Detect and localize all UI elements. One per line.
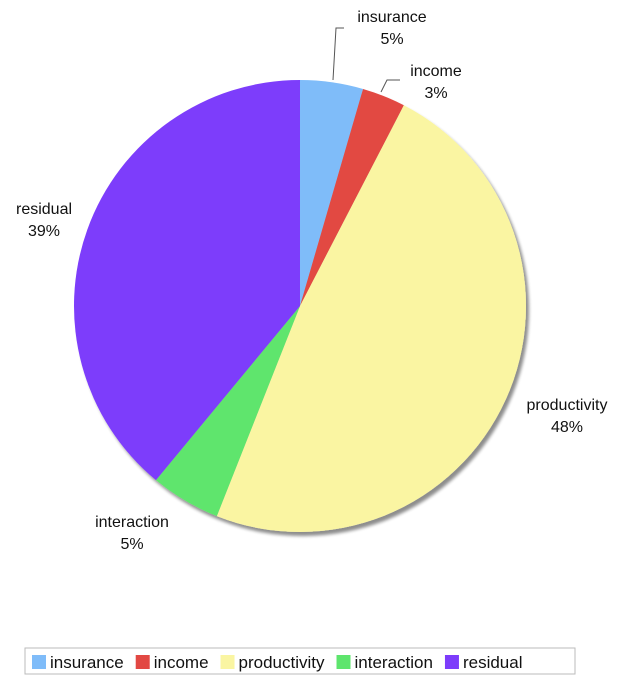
pie-slice-interaction	[155, 306, 300, 517]
legend: insurance income productivity interaction re…	[32, 653, 523, 672]
legend-swatch-interaction	[336, 655, 351, 669]
legend-label-insurance: insurance	[50, 653, 124, 672]
legend-swatch-insurance	[32, 655, 46, 669]
slice-label-name-residual: residual	[16, 201, 72, 218]
slice-label-percent-interaction: 5%	[120, 536, 143, 553]
slice-label-name-insurance: insurance	[357, 9, 426, 26]
legend-box	[24, 647, 576, 675]
legend-label-interaction: interaction	[355, 653, 433, 672]
legend-label-income: income	[154, 653, 209, 672]
legend-swatch-income	[135, 655, 150, 669]
pie-slice-productivity	[216, 105, 526, 532]
legend-label-productivity: productivity	[239, 653, 325, 672]
legend-swatch-productivity	[220, 655, 235, 669]
legend-label-residual: residual	[463, 653, 523, 672]
pie-slice-insurance	[300, 80, 364, 306]
slice-label-percent-residual: 39%	[28, 223, 60, 240]
slice-label-percent-productivity: 48%	[551, 419, 583, 436]
slice-labels: insurance 5% income 3% productivity 48% intera…	[16, 9, 607, 553]
pie-slices	[74, 79, 526, 532]
slice-label-name-interaction: interaction	[95, 514, 169, 531]
leader-lines	[332, 27, 400, 93]
pie-slice-income	[300, 88, 404, 306]
slice-label-percent-income: 3%	[424, 85, 447, 102]
leader-line-insurance	[332, 27, 344, 81]
slice-label-percent-insurance: 5%	[380, 31, 403, 48]
slice-label-name-income: income	[410, 63, 462, 80]
legend-swatch-residual	[444, 655, 459, 669]
pie-slice-residual	[74, 79, 301, 481]
leader-line-income	[380, 79, 400, 93]
slice-label-name-productivity: productivity	[527, 397, 608, 414]
